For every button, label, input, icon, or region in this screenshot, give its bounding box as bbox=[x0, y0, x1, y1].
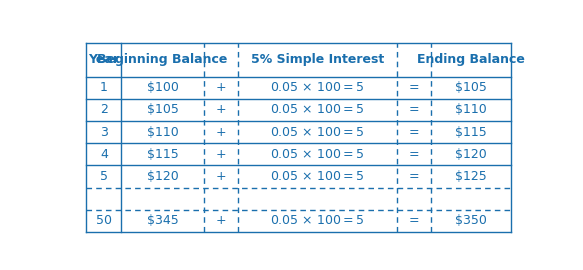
Text: Ending Balance: Ending Balance bbox=[417, 53, 525, 66]
Text: =: = bbox=[409, 214, 420, 227]
Text: $110: $110 bbox=[455, 103, 487, 116]
Text: Year: Year bbox=[89, 53, 120, 66]
Text: +: + bbox=[216, 214, 226, 227]
Text: 0.05 × $100 = $5: 0.05 × $100 = $5 bbox=[271, 214, 365, 227]
Text: $105: $105 bbox=[455, 81, 487, 94]
Text: 0.05 × $100 = $5: 0.05 × $100 = $5 bbox=[271, 170, 365, 183]
Text: $120: $120 bbox=[455, 148, 487, 161]
Text: 0.05 × $100 = $5: 0.05 × $100 = $5 bbox=[271, 81, 365, 94]
Text: $100: $100 bbox=[147, 81, 178, 94]
Text: 50: 50 bbox=[96, 214, 112, 227]
Text: +: + bbox=[216, 148, 226, 161]
Text: 5% Simple Interest: 5% Simple Interest bbox=[251, 53, 384, 66]
Text: $350: $350 bbox=[455, 214, 487, 227]
Text: +: + bbox=[216, 126, 226, 139]
Text: Beginning Balance: Beginning Balance bbox=[97, 53, 228, 66]
Text: =: = bbox=[409, 148, 420, 161]
Text: =: = bbox=[409, 170, 420, 183]
Text: +: + bbox=[216, 81, 226, 94]
Text: 3: 3 bbox=[100, 126, 108, 139]
Text: $105: $105 bbox=[147, 103, 178, 116]
Text: $115: $115 bbox=[147, 148, 178, 161]
Text: =: = bbox=[409, 81, 420, 94]
Text: $115: $115 bbox=[455, 126, 487, 139]
Text: 5: 5 bbox=[100, 170, 108, 183]
Text: 0.05 × $100 = $5: 0.05 × $100 = $5 bbox=[271, 126, 365, 139]
Text: $120: $120 bbox=[147, 170, 178, 183]
Text: =: = bbox=[409, 103, 420, 116]
Text: 2: 2 bbox=[100, 103, 108, 116]
Text: 0.05 × $100 = $5: 0.05 × $100 = $5 bbox=[271, 103, 365, 116]
Text: $345: $345 bbox=[147, 214, 178, 227]
Text: $125: $125 bbox=[455, 170, 487, 183]
Text: 0.05 × $100 = $5: 0.05 × $100 = $5 bbox=[271, 148, 365, 161]
Text: +: + bbox=[216, 170, 226, 183]
Text: =: = bbox=[409, 126, 420, 139]
Text: $110: $110 bbox=[147, 126, 178, 139]
Text: +: + bbox=[216, 103, 226, 116]
Text: 4: 4 bbox=[100, 148, 108, 161]
Text: 1: 1 bbox=[100, 81, 108, 94]
